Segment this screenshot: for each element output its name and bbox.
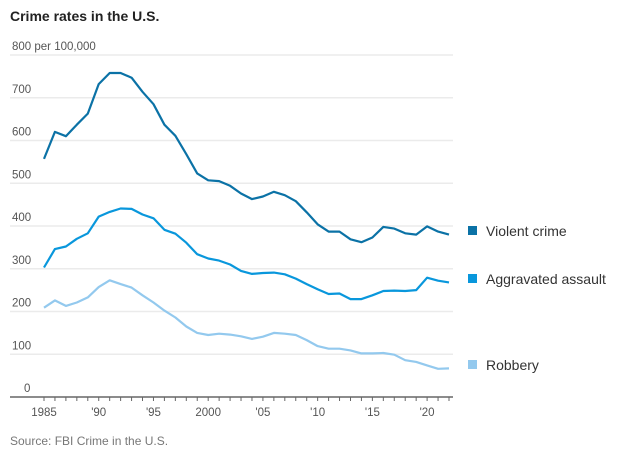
x-tick-label: 1985 bbox=[31, 407, 57, 419]
x-tick-label: '05 bbox=[255, 407, 270, 419]
y-tick-label: 100 bbox=[12, 340, 31, 352]
y-tick-label: 300 bbox=[12, 255, 31, 267]
x-tick-label: '10 bbox=[310, 407, 325, 419]
y-tick-label: 0 bbox=[24, 383, 30, 395]
legend-swatch bbox=[468, 226, 477, 235]
y-tick-label: 700 bbox=[12, 84, 31, 96]
y-tick-label: 200 bbox=[12, 298, 31, 310]
y-tick-label: 400 bbox=[12, 212, 31, 224]
x-tick-label: '90 bbox=[91, 407, 106, 419]
y-tick-label: 500 bbox=[12, 169, 31, 181]
chart-title: Crime rates in the U.S. bbox=[10, 8, 160, 24]
legend-label: Robbery bbox=[486, 357, 539, 373]
source-note: Source: FBI Crime in the U.S. bbox=[10, 434, 169, 448]
y-tick-label: 800 per 100,000 bbox=[12, 41, 96, 53]
series-line-aggravated-assault bbox=[43, 207, 450, 301]
x-tick-label: 2000 bbox=[195, 407, 221, 419]
series-line-robbery bbox=[43, 279, 450, 370]
y-tick-label: 600 bbox=[12, 127, 31, 139]
legend-label: Violent crime bbox=[486, 223, 567, 239]
legend-swatch bbox=[468, 274, 477, 283]
x-tick-label: '15 bbox=[365, 407, 380, 419]
series-line-violent-crime bbox=[42, 71, 450, 244]
legend-label: Aggravated assault bbox=[486, 271, 606, 287]
x-tick-label: '20 bbox=[420, 407, 435, 419]
legend-swatch bbox=[468, 360, 477, 369]
x-tick-label: '95 bbox=[146, 407, 161, 419]
